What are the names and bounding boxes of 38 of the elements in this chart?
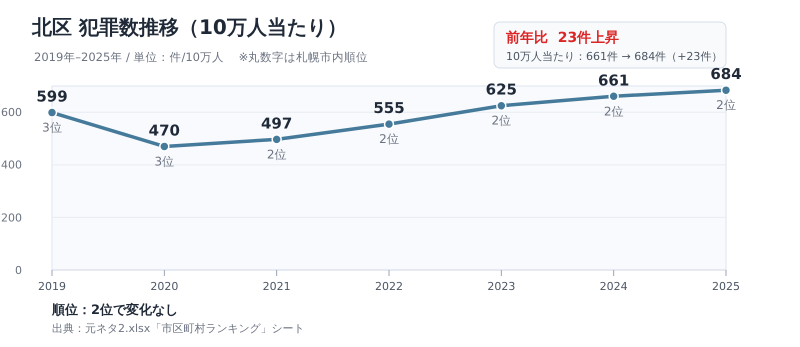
data-label: 470 (148, 121, 180, 140)
annotation: 3位 (42, 120, 62, 135)
x-tick-label: 2019 (38, 280, 66, 293)
source-note: 出典：元ネタ2.xlsx「市区町村ランキング」シート (52, 322, 304, 335)
data-label: 625 (486, 80, 517, 99)
y-tick-label: 0 (15, 264, 22, 277)
annotation: 3位 (154, 154, 174, 168)
annotation: 2位 (604, 104, 624, 118)
point (271, 134, 282, 145)
annotation: 2位 (716, 98, 736, 112)
x-tick-label: 2025 (712, 280, 740, 293)
point (46, 107, 58, 118)
x-tick-label: 2021 (262, 280, 291, 293)
data-label: 684 (710, 65, 742, 84)
x-tick-label: 2022 (375, 280, 403, 293)
y-tick-label: 600 (1, 106, 22, 120)
point (608, 91, 619, 102)
x-tick-label: 2020 (150, 280, 178, 293)
point (384, 118, 394, 130)
x-tick-label: 2023 (487, 280, 516, 293)
point (720, 84, 732, 96)
chart-subtitle: 2019年–2025年 / 単位：件/10万人 ※丸数字は札幌市内順位 (34, 50, 368, 64)
chart-title: 北区 犯罪数推移（10万人当たり） (31, 15, 347, 39)
data-label: 599 (36, 88, 68, 106)
data-label: 661 (598, 71, 630, 90)
data-label: 555 (373, 99, 405, 118)
y-tick-label: 400 (1, 158, 22, 172)
point (496, 100, 507, 111)
text: 前年比 23件上昇 (505, 30, 620, 46)
annotation: 2位 (379, 132, 399, 146)
point (159, 141, 170, 152)
text: 順位：2位で変化なし (51, 302, 178, 318)
x-tick-label: 2024 (600, 280, 628, 293)
data-label: 497 (261, 114, 292, 132)
annotation: 2位 (492, 114, 512, 128)
annotation: 2位 (266, 147, 286, 162)
text: 10万人当たり：661件 → 684件（+23件） (506, 50, 722, 63)
y-tick-label: 200 (1, 211, 22, 224)
